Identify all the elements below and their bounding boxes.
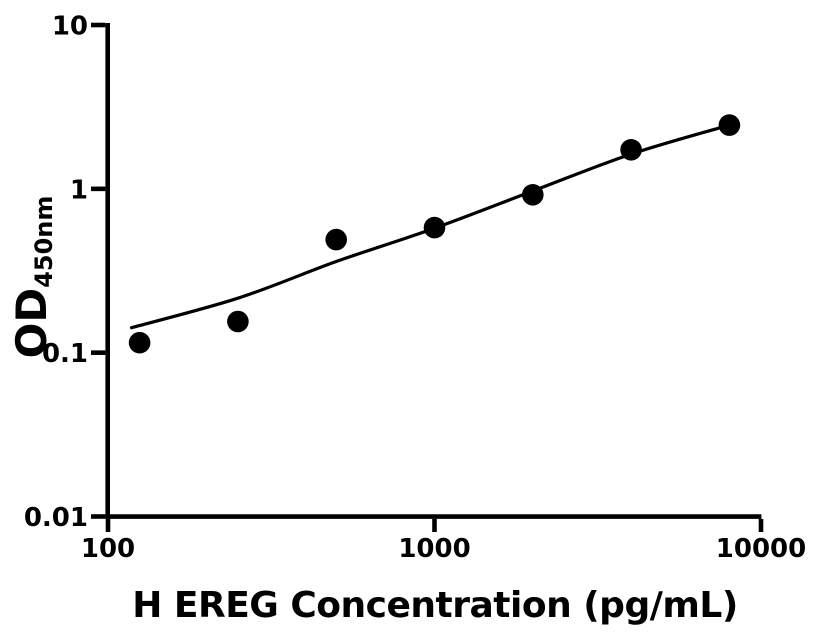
y-tick-label: 0.01 (24, 503, 88, 533)
y-tick-label: 10 (52, 12, 88, 42)
y-axis-ticks: 0.01 0.1 1 10 (24, 12, 106, 533)
y-tick-label: 1 (70, 175, 88, 205)
y-axis-title-main: OD (7, 288, 56, 359)
data-point (227, 310, 249, 333)
data-point (718, 114, 741, 136)
x-axis-title: H EREG Concentration (pg/mL) (132, 585, 738, 626)
y-axis-title-subscript: 450nm (30, 196, 58, 288)
x-tick-label: 1000 (398, 534, 470, 564)
data-point (522, 184, 544, 206)
data-point (128, 331, 151, 354)
x-tick-label: 100 (81, 534, 135, 564)
y-axis-title: OD450nm (7, 196, 58, 359)
y-tick-label: 0.1 (42, 339, 88, 369)
data-points-group (128, 114, 741, 354)
x-axis-ticks: 100 1000 10000 (81, 518, 806, 564)
x-tick-label: 10000 (716, 534, 806, 564)
data-point (620, 139, 642, 161)
data-point (325, 228, 348, 251)
data-point (423, 216, 446, 239)
